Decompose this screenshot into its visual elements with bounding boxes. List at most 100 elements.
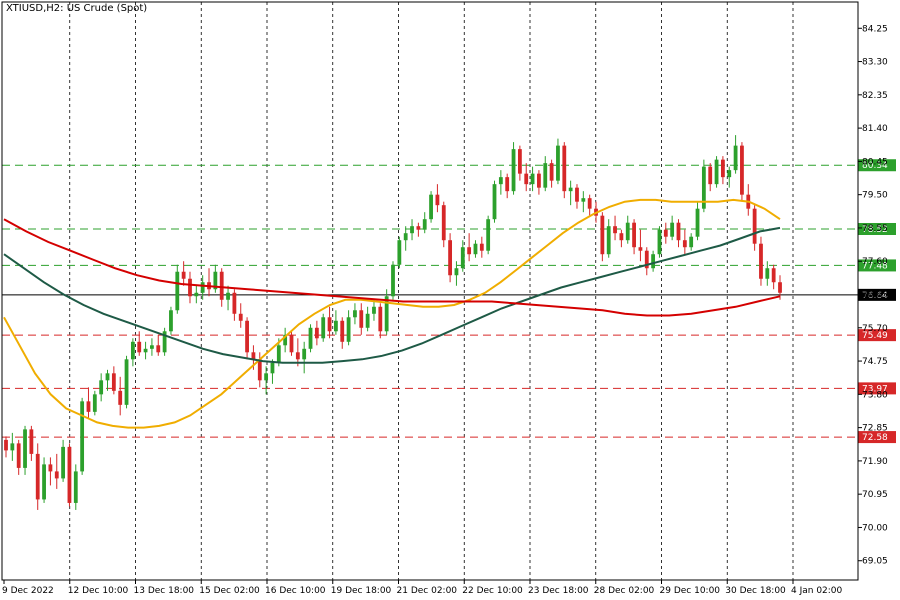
candle-body	[372, 306, 376, 314]
candle-body	[556, 145, 560, 181]
candle-body	[226, 292, 230, 300]
candle-body	[321, 317, 326, 339]
candle-body	[543, 163, 548, 188]
y-tick-label: 70.00	[862, 523, 888, 533]
candle-body	[670, 222, 675, 237]
candle-body	[194, 292, 199, 297]
candle-body	[359, 310, 364, 328]
candle-body	[276, 345, 281, 363]
candle-body	[124, 359, 129, 405]
candle-body	[517, 149, 522, 174]
candle-body	[73, 471, 78, 503]
x-tick-label: 13 Dec 18:00	[134, 586, 195, 596]
candle-body	[105, 373, 110, 381]
y-tick-label: 73.80	[862, 390, 888, 400]
candle-body	[422, 219, 427, 230]
plot-frame	[1, 1, 859, 581]
candle-body	[778, 282, 782, 293]
candle-body	[29, 429, 34, 454]
candle-body	[676, 222, 681, 241]
candle-body	[156, 345, 161, 353]
candle-body	[727, 170, 732, 178]
candle-body	[689, 236, 694, 248]
level-label: 80.34	[862, 161, 888, 171]
candle-body	[562, 145, 567, 192]
candle-body	[353, 310, 357, 318]
candle-body	[10, 443, 15, 451]
candle-body	[80, 401, 85, 472]
y-tick-label: 76.65	[862, 291, 888, 301]
candle-body	[162, 331, 167, 353]
level-tag-resistance	[858, 159, 896, 172]
y-tick-label: 78.55	[862, 224, 888, 234]
price-levels: 80.34 78.52 77.48 75.49 73.97 72.58 76.64	[2, 159, 896, 444]
candle-body	[188, 278, 192, 297]
x-tick-label: 16 Dec 10:00	[265, 586, 326, 596]
candle-body	[460, 247, 465, 269]
candle-body	[530, 173, 535, 185]
x-tick-label: 9 Dec 2022	[2, 586, 54, 596]
y-tick-label: 79.50	[862, 191, 888, 201]
x-tick-label: 22 Dec 10:00	[462, 586, 523, 596]
candle-body	[403, 233, 408, 241]
candle-body	[384, 296, 389, 332]
candle-body	[333, 320, 338, 332]
level-label: 75.49	[862, 331, 888, 341]
x-tick-label: 15 Dec 02:00	[199, 586, 260, 596]
x-tick-label: 30 Dec 18:00	[725, 586, 786, 596]
candle-body	[150, 345, 154, 349]
candle-body	[587, 198, 592, 209]
y-tick-label: 75.70	[862, 324, 888, 334]
candle-body	[511, 149, 516, 192]
x-tick-label: 19 Dec 18:00	[331, 586, 392, 596]
candle-body	[264, 373, 269, 381]
candle-body	[568, 187, 573, 192]
level-tag-support	[858, 431, 896, 444]
candle-body	[524, 173, 529, 185]
y-tick-label: 77.60	[862, 257, 888, 267]
x-tick-label: 21 Dec 02:00	[397, 586, 458, 596]
candle-body	[606, 226, 611, 255]
current-price-tag	[858, 288, 896, 301]
candle-body	[67, 446, 72, 503]
candle-body	[613, 226, 617, 234]
candle-body	[391, 264, 395, 297]
level-label: 72.58	[862, 433, 888, 443]
candle-body	[600, 215, 605, 255]
candle-body	[257, 359, 262, 381]
candle-body	[92, 394, 97, 412]
candle-body	[219, 271, 224, 300]
candle-body	[505, 177, 510, 192]
level-label: 78.52	[862, 225, 888, 235]
candle-body	[111, 373, 116, 391]
level-tag-support	[858, 382, 896, 395]
x-tick-label: 12 Dec 10:00	[68, 586, 129, 596]
moving-averages	[3, 198, 781, 429]
candle-body	[720, 159, 725, 178]
axes: 9 Dec 2022 12 Dec 10:00 13 Dec 18:00 15 Dec…	[1, 1, 888, 596]
candle-body	[765, 268, 770, 279]
candle-body	[486, 219, 491, 251]
candle-body	[473, 243, 478, 255]
candle-body	[251, 352, 256, 360]
candle-body	[657, 229, 662, 255]
candle-body	[771, 268, 776, 283]
candle-body	[169, 310, 173, 332]
candle-body	[625, 222, 630, 241]
level-tag-resistance	[858, 259, 896, 272]
candle-body	[581, 198, 586, 202]
candle-body	[42, 464, 46, 500]
candle-body	[644, 250, 649, 269]
level-tag-support	[858, 329, 896, 342]
candle-body	[314, 327, 319, 339]
candle-body	[714, 159, 719, 185]
candle-body	[54, 471, 59, 479]
candle-body	[48, 464, 53, 472]
candle-body	[175, 271, 180, 311]
level-label: 73.97	[862, 384, 888, 394]
candle-body	[340, 320, 345, 342]
y-tick-label: 80.45	[862, 157, 888, 167]
candle-body	[16, 443, 21, 468]
y-tick-label: 70.95	[862, 490, 888, 500]
